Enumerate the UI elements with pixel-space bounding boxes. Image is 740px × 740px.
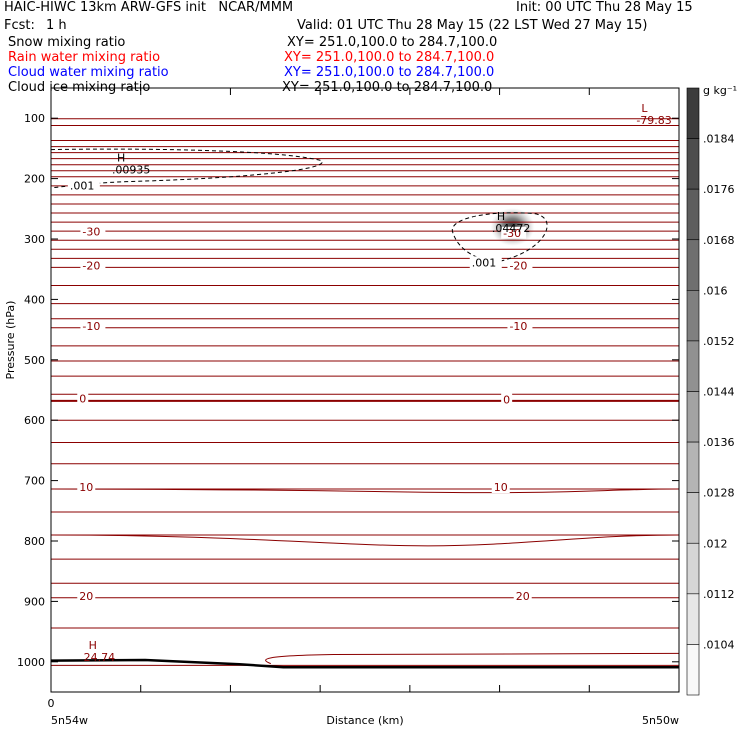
colorbar-label: .016 — [703, 284, 728, 297]
colorbar-label: .0176 — [703, 183, 735, 196]
y-tick-label: 700 — [24, 475, 45, 488]
colorbar-label: .0152 — [703, 335, 735, 348]
temperature-contour-label-bg — [77, 481, 96, 494]
temperature-contour-label-bg — [507, 259, 533, 272]
y-tick-label: 100 — [24, 112, 45, 125]
temperature-contour-label-bg — [80, 259, 106, 272]
mixing-ratio-contour-label: .001 — [472, 256, 497, 269]
mixing-ratio-contour-label-bg — [469, 256, 502, 269]
header-title: HAIC-HIWC 13km ARW-GFS init NCAR/MMM — [4, 0, 294, 15]
isotherm-line — [50, 534, 680, 547]
temperature-contour-label-bg — [80, 225, 106, 238]
extremum-letter: H — [117, 152, 125, 165]
field-xy-snow: XY= 251.0,100.0 to 284.7,100.0 — [287, 35, 498, 50]
colorbar-label: .0136 — [703, 436, 735, 449]
header-fcst-label: Fcst: — [4, 18, 35, 33]
y-tick-label: 600 — [24, 414, 45, 427]
temperature-contour-label: 10 — [494, 481, 508, 494]
colorbar-label: .012 — [703, 537, 728, 550]
colorbar-swatch — [686, 138, 700, 190]
colorbar-swatch — [686, 542, 700, 595]
temperature-contour-label-bg — [501, 393, 513, 406]
colorbar-label: .0104 — [703, 638, 735, 651]
header-init: Init: 00 UTC Thu 28 May 15 — [516, 0, 693, 15]
mixing-ratio-contour-label: .001 — [70, 180, 95, 193]
temperature-contour-label-bg — [501, 226, 527, 239]
y-axis-label: Pressure (hPa) — [4, 301, 17, 380]
extremum-letter: L — [641, 102, 648, 115]
temperature-contour-label-bg — [491, 481, 510, 494]
colorbar-swatch — [686, 239, 700, 291]
temperature-contour-label: 20 — [516, 590, 530, 603]
colorbar-label: .0112 — [703, 588, 735, 601]
y-tick-label: 200 — [24, 173, 45, 186]
temperature-contour-label-bg — [513, 589, 532, 602]
plot-frame — [50, 87, 680, 693]
x-tick-label: 0 — [48, 697, 55, 710]
colorbar-unit: g kg⁻¹ — [703, 84, 737, 97]
mixing-ratio-contour-label-bg — [67, 179, 100, 192]
colorbar-swatch — [686, 290, 700, 342]
extremum-value: 24.74 — [84, 651, 116, 664]
colorbar-swatch — [686, 492, 700, 544]
temperature-contour-label-bg — [77, 589, 96, 602]
field-name-snow: Snow mixing ratio — [8, 35, 126, 50]
extremum-value: .00935 — [112, 164, 151, 177]
colorbar-label: .0144 — [703, 386, 735, 399]
colorbar-swatch — [686, 441, 700, 493]
terrain-line — [50, 658, 679, 669]
y-tick-label: 400 — [24, 293, 45, 306]
x-right-label: 5n50w — [642, 714, 679, 727]
colorbar-label: .0128 — [703, 487, 735, 500]
temperature-contour-label: -20 — [509, 259, 527, 272]
y-tick-label: 300 — [24, 233, 45, 246]
temperature-contour-label: -20 — [82, 259, 100, 272]
field-name-rain: Rain water mixing ratio — [8, 50, 161, 65]
temperature-contour-label-bg — [80, 319, 106, 332]
field-name-cloud-water: Cloud water mixing ratio — [8, 65, 169, 80]
colorbar-swatch — [686, 87, 700, 139]
temperature-contour-label: -30 — [82, 226, 100, 239]
colorbar-label: .0184 — [703, 133, 735, 146]
temperature-contour-label-bg — [77, 392, 89, 405]
temperature-contour-label: 20 — [79, 590, 93, 603]
isotherm-line — [265, 652, 680, 665]
extremum-letter: H — [89, 639, 97, 652]
field-xy-rain: XY= 251.0,100.0 to 284.7,100.0 — [284, 50, 495, 65]
colorbar-swatch — [686, 644, 700, 696]
temperature-contour-label: 0 — [503, 393, 510, 406]
y-tick-label: 1000 — [17, 656, 45, 669]
field-xy-cloud-water: XY= 251.0,100.0 to 284.7,100.0 — [284, 65, 495, 80]
y-tick-label: 900 — [24, 595, 45, 608]
colorbar-swatch — [686, 188, 700, 241]
x-left-label: 5n54w — [51, 714, 88, 727]
header-fcst-value: 1 h — [46, 18, 67, 33]
header-valid: Valid: 01 UTC Thu 28 May 15 (22 LST Wed … — [297, 18, 648, 33]
colorbar-swatch — [686, 340, 700, 392]
mixing-ratio-contour — [451, 212, 548, 263]
colorbar-label: .0168 — [703, 234, 735, 247]
colorbar-swatch — [686, 593, 700, 645]
y-tick-label: 800 — [24, 535, 45, 548]
isotherm-line — [50, 488, 680, 494]
extremum-value: -79.83 — [636, 114, 671, 127]
y-tick-label: 500 — [24, 354, 45, 367]
colorbar-swatch — [686, 391, 700, 443]
extremum-value: .04472 — [492, 222, 531, 235]
temperature-contour-label-bg — [507, 319, 533, 332]
extremum-letter: H — [497, 210, 505, 223]
temperature-contour-label: -10 — [509, 320, 527, 333]
temperature-contour-label: 10 — [79, 481, 93, 494]
temperature-contour-label: -30 — [503, 227, 521, 240]
x-axis-label: Distance (km) — [326, 714, 403, 727]
temperature-contour-label: -10 — [82, 320, 100, 333]
temperature-contour-label: 0 — [79, 392, 86, 405]
